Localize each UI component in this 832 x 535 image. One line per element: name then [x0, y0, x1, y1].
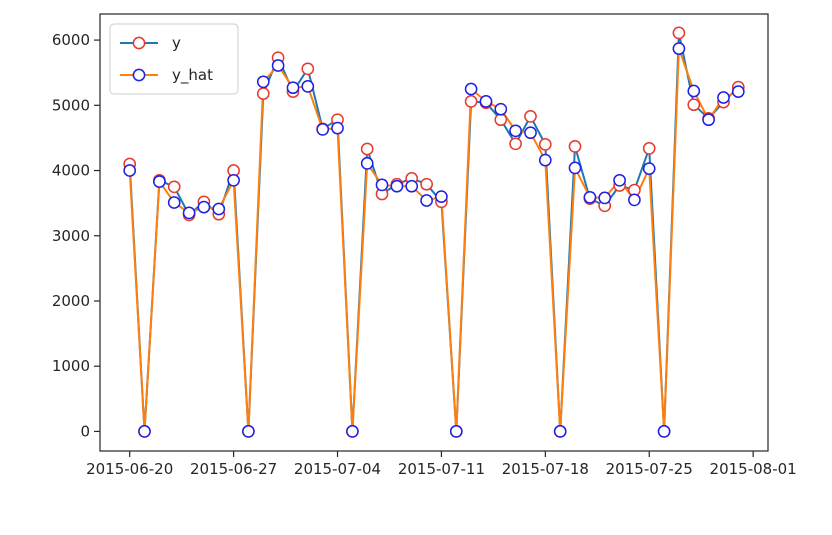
- data-point-y-hat: [568, 161, 582, 175]
- data-point-y-hat: [583, 190, 597, 204]
- data-point-y-hat: [702, 113, 715, 127]
- data-point-y-hat: [316, 123, 330, 136]
- data-point-y-hat: [509, 124, 522, 138]
- data-point-y-hat: [657, 425, 671, 438]
- data-point-y-hat: [628, 193, 641, 207]
- x-tick-label: 2015-07-04: [294, 460, 381, 478]
- y-tick-label: 3000: [52, 227, 90, 245]
- data-point-y-hat: [271, 59, 285, 72]
- data-point-y-hat: [182, 206, 196, 220]
- data-point-y: [301, 62, 315, 76]
- x-tick-label: 2015-06-20: [86, 460, 173, 478]
- data-point-y: [672, 26, 686, 40]
- series-line-y-hat: [128, 47, 739, 433]
- data-point-y: [524, 110, 537, 123]
- data-point-y-hat: [123, 164, 137, 177]
- data-point-y-hat: [346, 425, 359, 438]
- data-point-y-hat: [256, 75, 270, 89]
- y-tick-label: 0: [80, 422, 90, 440]
- data-point-y-hat: [479, 95, 493, 108]
- data-point-y-hat: [464, 82, 478, 96]
- data-point-y-hat: [360, 157, 374, 170]
- data-point-y-hat: [167, 196, 181, 209]
- data-point-y-hat: [687, 84, 701, 98]
- data-point-y: [538, 138, 552, 151]
- y-tick-label: 6000: [52, 31, 90, 49]
- x-tick-label: 2015-06-27: [190, 460, 277, 478]
- legend-label-y: y: [172, 34, 181, 52]
- data-point-y-hat: [331, 121, 344, 135]
- data-point-y: [568, 140, 582, 153]
- data-point-y: [464, 95, 478, 108]
- data-point-y-hat: [375, 178, 389, 192]
- data-point-y-hat: [227, 173, 240, 187]
- plot-frame: [99, 13, 769, 452]
- data-point-y-hat: [642, 162, 656, 175]
- data-point-y-hat: [286, 81, 300, 95]
- data-point-y: [167, 180, 181, 194]
- y-tick-label: 1000: [52, 357, 90, 375]
- legend-label-y-hat: y_hat: [172, 66, 213, 85]
- data-point-y-hat: [435, 190, 448, 203]
- data-point-y-hat: [449, 425, 463, 438]
- data-point-y-hat: [405, 179, 419, 193]
- data-point-y: [687, 98, 701, 112]
- data-point-y-hat: [242, 425, 255, 438]
- x-tick-label: 2015-07-11: [398, 460, 485, 478]
- y-tick-label: 4000: [52, 162, 90, 180]
- data-point-y: [494, 113, 508, 127]
- data-point-y-hat: [197, 200, 211, 214]
- legend-marker-y: [132, 36, 146, 50]
- data-point-y-hat: [613, 173, 626, 187]
- data-point-y-hat: [717, 91, 730, 104]
- data-point-y: [360, 142, 374, 156]
- data-point-y-hat: [301, 80, 315, 93]
- x-tick-label: 2015-08-01: [710, 460, 797, 478]
- data-point-y-hat: [420, 194, 433, 207]
- data-point-y-hat: [494, 102, 508, 116]
- data-point-y-hat: [138, 425, 151, 438]
- data-point-y: [642, 142, 656, 155]
- x-tick-label: 2015-07-25: [606, 460, 693, 478]
- y-tick-label: 5000: [52, 96, 90, 114]
- data-point-y: [256, 87, 270, 100]
- data-point-y-hat: [553, 425, 567, 438]
- data-point-y-hat: [390, 179, 404, 193]
- data-point-y-hat: [524, 126, 537, 140]
- data-point-y: [509, 137, 522, 151]
- data-point-y-hat: [731, 85, 745, 98]
- data-point-y-hat: [212, 202, 226, 216]
- legend-marker-y-hat: [132, 68, 146, 82]
- data-point-y: [420, 177, 433, 191]
- data-point-y-hat: [672, 42, 686, 55]
- y-tick-label: 2000: [52, 292, 90, 310]
- data-point-y-hat: [538, 153, 552, 167]
- x-tick-label: 2015-07-18: [502, 460, 589, 478]
- data-point-y-hat: [153, 175, 166, 188]
- data-point-y-hat: [598, 191, 612, 205]
